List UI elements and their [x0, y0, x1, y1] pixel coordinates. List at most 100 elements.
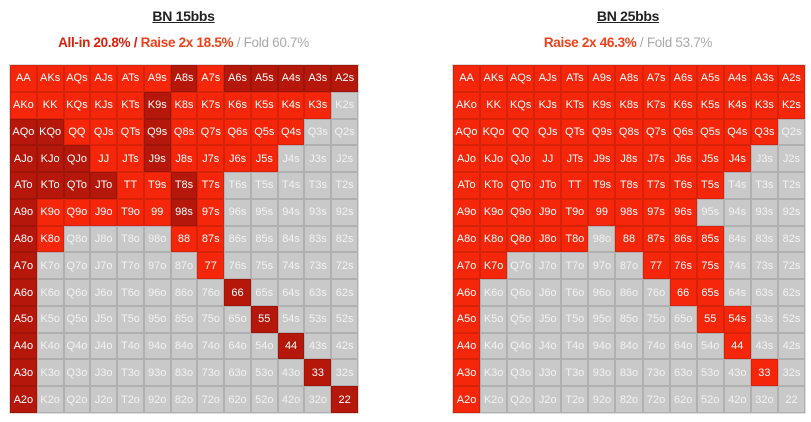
hand-cell-85o: 85o [170, 305, 198, 333]
hand-cell-J6o: J6o [90, 279, 118, 306]
hand-cell-76s: 76s [224, 252, 251, 280]
hand-cell-KTs: KTs [117, 91, 144, 119]
hand-cell-K3s: K3s [304, 91, 332, 119]
hand-cell-Q4s: Q4s [277, 118, 305, 146]
hand-cell-A6s: A6s [224, 65, 251, 92]
hand-cell-Q8o: Q8o [63, 225, 91, 253]
hand-cell-Q3s: Q3s [750, 118, 778, 146]
hand-cell-T9s: T9s [143, 172, 171, 199]
hand-cell-99: 99 [143, 198, 171, 226]
hand-cell-KQo: KQo [480, 118, 508, 146]
hand-cell-74o: 74o [642, 332, 670, 360]
hand-cell-A5s: A5s [250, 65, 278, 92]
hand-cell-87s: 87s [197, 225, 225, 253]
hand-cell-73s: 73s [304, 252, 332, 280]
hand-cell-T6s: T6s [669, 172, 697, 199]
hand-cell-AQo: AQo [453, 118, 481, 146]
hand-cell-T2s: T2s [777, 172, 805, 199]
hand-cell-AKo: AKo [10, 91, 37, 119]
hand-cell-62o: 62o [224, 386, 251, 413]
hand-cell-Q9s: Q9s [588, 118, 616, 146]
hand-cell-T6o: T6o [117, 279, 144, 306]
hand-cell-96s: 96s [224, 198, 251, 226]
hand-cell-A3s: A3s [750, 65, 778, 92]
hand-cell-43o: 43o [723, 359, 751, 387]
hand-cell-ATs: ATs [117, 65, 144, 92]
hand-cell-52s: 52s [331, 305, 358, 333]
hand-cell-62o: 62o [669, 386, 697, 413]
hand-cell-T7o: T7o [117, 252, 144, 280]
hand-cell-J7o: J7o [90, 252, 118, 280]
hand-cell-AQs: AQs [507, 65, 535, 92]
hand-cell-AA: AA [453, 65, 481, 92]
hand-cell-A5o: A5o [10, 305, 37, 333]
hand-cell-84o: 84o [170, 332, 198, 360]
hand-cell-K4s: K4s [723, 91, 751, 119]
hand-cell-AKs: AKs [36, 65, 64, 92]
hand-cell-88: 88 [170, 225, 198, 253]
hand-cell-QTs: QTs [117, 118, 144, 146]
hand-cell-42o: 42o [723, 386, 751, 413]
hand-cell-73s: 73s [750, 252, 778, 280]
hand-cell-K8s: K8s [170, 91, 198, 119]
hand-cell-A6o: A6o [453, 279, 481, 306]
hand-cell-A2o: A2o [10, 386, 37, 413]
hand-cell-94s: 94s [723, 198, 751, 226]
hand-cell-T3s: T3s [304, 172, 332, 199]
hand-cell-42o: 42o [277, 386, 305, 413]
hand-cell-98o: 98o [143, 225, 171, 253]
hand-cell-J2s: J2s [777, 145, 805, 173]
hand-cell-KK: KK [480, 91, 508, 119]
hand-cell-K6s: K6s [669, 91, 697, 119]
hand-cell-T5s: T5s [696, 172, 724, 199]
hand-cell-A9s: A9s [143, 65, 171, 92]
hand-cell-J7s: J7s [642, 145, 670, 173]
hand-cell-85s: 85s [250, 225, 278, 253]
hand-cell-72o: 72o [642, 386, 670, 413]
hand-cell-55: 55 [250, 305, 278, 333]
hand-cell-K2o: K2o [480, 386, 508, 413]
hand-cell-Q7o: Q7o [507, 252, 535, 280]
hand-cell-Q3s: Q3s [304, 118, 332, 146]
hand-cell-54o: 54o [696, 332, 724, 360]
hand-cell-K5s: K5s [250, 91, 278, 119]
hand-cell-72s: 72s [777, 252, 805, 280]
hand-cell-K9s: K9s [588, 91, 616, 119]
hand-cell-82o: 82o [615, 386, 643, 413]
hand-cell-Q5s: Q5s [696, 118, 724, 146]
hand-cell-64o: 64o [224, 332, 251, 360]
hand-cell-A2o: A2o [453, 386, 481, 413]
hand-cell-95s: 95s [250, 198, 278, 226]
hand-cell-A9o: A9o [453, 198, 481, 226]
hand-cell-KQs: KQs [63, 91, 91, 119]
range-grid: AA AKs AQs AJs ATs A9s A8s A7s A6s A5s A4s A3s A2s AK… [9, 64, 359, 414]
hand-cell-97o: 97o [588, 252, 616, 280]
hand-cell-T7s: T7s [642, 172, 670, 199]
hand-cell-J5o: J5o [90, 305, 118, 333]
hand-cell-74s: 74s [723, 252, 751, 280]
hand-cell-K9s: K9s [143, 91, 171, 119]
hand-cell-QTs: QTs [561, 118, 589, 146]
hand-cell-K8o: K8o [480, 225, 508, 253]
hand-cell-63o: 63o [224, 359, 251, 387]
hand-cell-K7o: K7o [480, 252, 508, 280]
hand-cell-82s: 82s [777, 225, 805, 253]
hand-cell-Q2o: Q2o [63, 386, 91, 413]
hand-cell-97o: 97o [143, 252, 171, 280]
hand-cell-AA: AA [10, 65, 37, 92]
hand-cell-K5o: K5o [480, 305, 508, 333]
hand-cell-65s: 65s [696, 279, 724, 306]
hand-cell-J5s: J5s [696, 145, 724, 173]
hand-cell-T2s: T2s [331, 172, 358, 199]
hand-cell-TT: TT [561, 172, 589, 199]
hand-cell-96s: 96s [669, 198, 697, 226]
hand-cell-A7o: A7o [10, 252, 37, 280]
hand-cell-75o: 75o [642, 305, 670, 333]
hand-cell-Q7o: Q7o [63, 252, 91, 280]
hand-cell-72s: 72s [331, 252, 358, 280]
hand-cell-K4s: K4s [277, 91, 305, 119]
hand-cell-KQo: KQo [36, 118, 64, 146]
hand-cell-J6o: J6o [534, 279, 562, 306]
hand-cell-KTo: KTo [480, 172, 508, 199]
hand-cell-53s: 53s [304, 305, 332, 333]
